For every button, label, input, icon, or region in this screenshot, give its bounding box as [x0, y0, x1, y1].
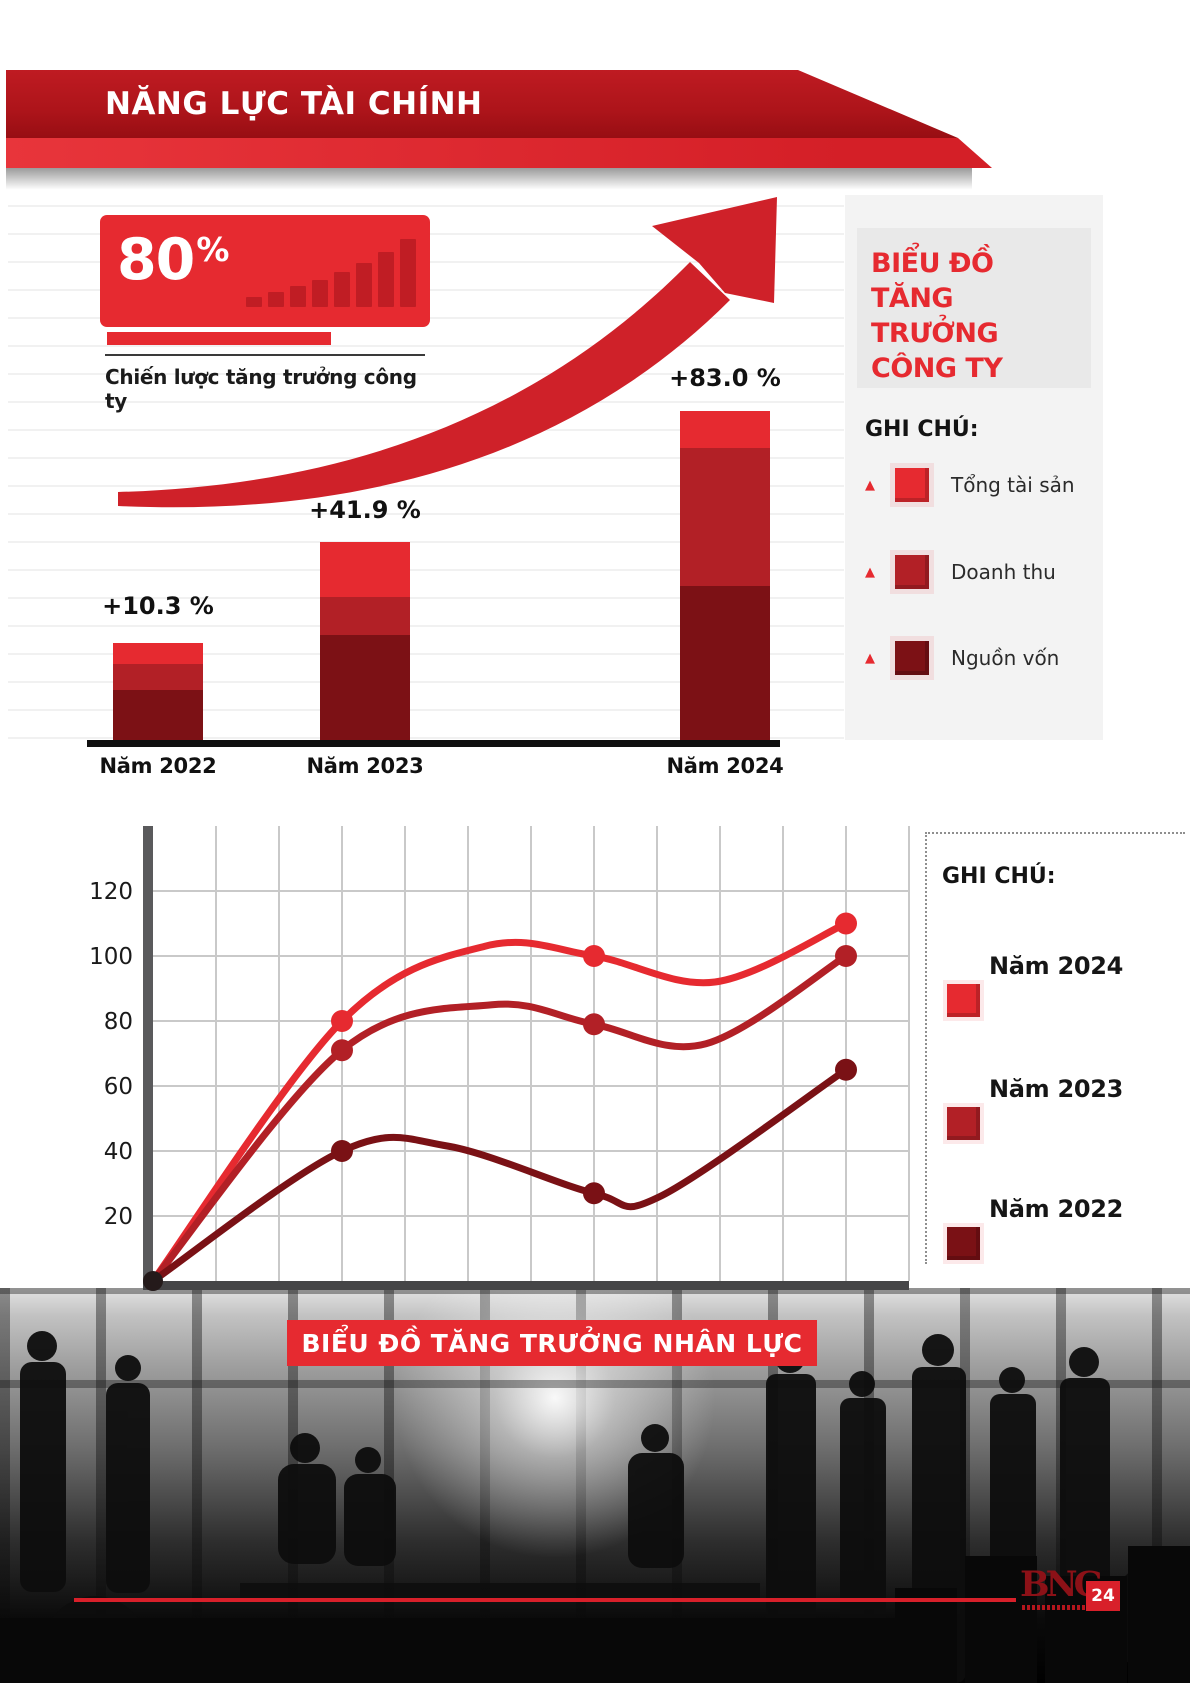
- ascending-bars-icon: [246, 239, 416, 307]
- page-title: NĂNG LỰC TÀI CHÍNH: [105, 86, 483, 122]
- line-series: [149, 952, 850, 1285]
- data-point: [583, 1182, 605, 1205]
- line-legend-label-2023: Năm 2023: [989, 1075, 1124, 1103]
- header-ribbon-shadow: [6, 168, 972, 196]
- line-legend-swatch-2023: [947, 1107, 980, 1140]
- y-axis-tick-label: 40: [104, 1139, 133, 1165]
- legend-item-nguon-von: ▲ Nguồn vốn: [865, 638, 1095, 678]
- x-axis: [143, 1281, 909, 1290]
- legend-label: Nguồn vốn: [951, 646, 1060, 670]
- stat-box: 80%: [100, 215, 430, 327]
- legend-item-doanh-thu: ▲ Doanh thu: [865, 552, 1095, 592]
- legend-label: Tổng tài sản: [951, 473, 1075, 497]
- triangle-bullet-icon: ▲: [865, 650, 875, 666]
- sidebar-title-box: BIỂU ĐỒ TĂNG TRƯỞNG CÔNG TY: [857, 228, 1091, 388]
- line-series: [149, 920, 850, 1285]
- bng-logo-tagline: [1022, 1605, 1086, 1610]
- y-axis-tick-label: 120: [89, 879, 133, 905]
- data-point: [835, 1058, 857, 1081]
- page-number: 24: [1091, 1586, 1115, 1606]
- footer-rule: [74, 1598, 1016, 1602]
- data-point: [583, 945, 605, 967]
- origin-point: [143, 1271, 163, 1291]
- data-point: [331, 1140, 353, 1162]
- data-point: [331, 1010, 353, 1032]
- y-axis-tick-label: 20: [104, 1204, 133, 1230]
- stat-caption: Chiến lược tăng trưởng công ty: [105, 365, 417, 413]
- data-point: [583, 1013, 605, 1036]
- window-frame: [0, 1288, 1190, 1388]
- divider: [105, 354, 425, 356]
- line-series: [149, 1066, 850, 1285]
- page-number-badge: 24: [1086, 1581, 1120, 1611]
- company-chart-sidebar: BIỂU ĐỒ TĂNG TRƯỞNG CÔNG TY GHI CHÚ: ▲ T…: [845, 195, 1103, 740]
- triangle-bullet-icon: ▲: [865, 477, 875, 493]
- legend-swatch: [895, 468, 929, 502]
- triangle-bullet-icon: ▲: [865, 564, 875, 580]
- header-ribbon-accent: [6, 138, 992, 168]
- sidebar-title: BIỂU ĐỒ TĂNG TRƯỞNG CÔNG TY: [871, 248, 1003, 385]
- y-axis-tick-label: 100: [89, 944, 133, 970]
- legend-label: Doanh thu: [951, 560, 1056, 584]
- data-point: [835, 912, 857, 935]
- skyline-silhouette: [0, 1546, 1190, 1683]
- line-legend-label-2022: Năm 2022: [989, 1195, 1124, 1223]
- line-legend-label-2024: Năm 2024: [989, 952, 1124, 980]
- hr-growth-banner-text: BIỂU ĐỒ TĂNG TRƯỞNG NHÂN LỰC: [301, 1328, 803, 1358]
- line-legend-swatch-2022: [947, 1227, 980, 1260]
- y-axis: [143, 826, 153, 1290]
- line-legend-swatch-2024: [947, 984, 980, 1017]
- legend-item-tong-tai-san: ▲ Tổng tài sản: [865, 465, 1095, 505]
- progress-bar: [107, 332, 331, 345]
- y-axis-tick-label: 80: [104, 1009, 133, 1035]
- growth-line-chart: 120 100 80 60 40 20: [89, 826, 910, 1291]
- legend-swatch: [895, 641, 929, 675]
- stat-value: 80%: [117, 227, 229, 293]
- legend-swatch: [895, 555, 929, 589]
- line-legend-title: GHI CHÚ:: [942, 864, 1056, 889]
- bar-legend-title: GHI CHÚ:: [865, 417, 979, 442]
- bar-chart-axis: [87, 740, 780, 747]
- line-chart-legend: GHI CHÚ: Năm 2024 Năm 2023 Năm 2022: [925, 832, 1185, 1264]
- data-point: [331, 1039, 353, 1062]
- stat-card: 80% Chiến lược tăng trưởng công ty: [100, 215, 430, 413]
- header-ribbon: NĂNG LỰC TÀI CHÍNH: [6, 70, 958, 138]
- hr-growth-banner: BIỂU ĐỒ TĂNG TRƯỞNG NHÂN LỰC: [287, 1320, 817, 1366]
- data-point: [835, 945, 857, 967]
- y-axis-tick-label: 60: [104, 1074, 133, 1100]
